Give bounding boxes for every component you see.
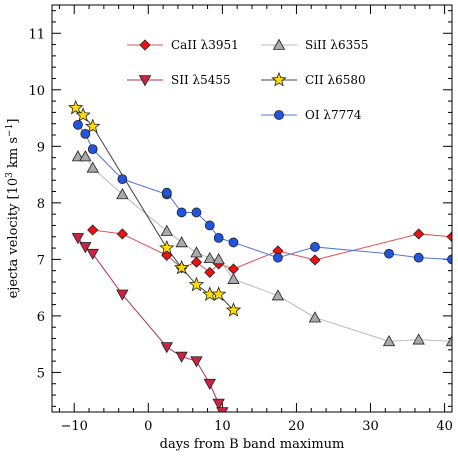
data-point-caii-3951 [446,231,452,243]
data-point-caii-3951 [190,256,203,268]
y-axis-label-exp: 3 [5,172,15,178]
data-point-siii-6355 [382,335,396,347]
data-point-sii-5455 [203,378,216,391]
x-tick-label: 30 [362,419,379,434]
data-point-cii-6580 [188,276,205,292]
tick-labels: −10 0 10 20 30 40 5 6 7 8 9 10 11 [28,27,452,434]
data-point-sii-5455 [160,342,173,354]
data-point-oi-7774 [117,174,128,185]
data-point-siii-6355 [271,289,285,301]
series-line-sii-5455 [77,237,223,412]
legend-label-cii-6580: CII λ6580 [305,73,366,87]
series-line-caii-3951 [92,229,452,274]
data-point-caii-3951 [309,254,321,266]
data-point-sii-5455 [86,248,99,261]
legend-marker-sii-5455 [138,75,152,87]
data-point-oi-7774 [191,207,202,218]
legend-marker-siii-6355 [272,38,286,50]
y-tick-label: 11 [28,27,45,42]
x-tick-label: 20 [288,419,305,434]
data-point-cii-6580 [159,239,175,255]
data-point-oi-7774 [213,232,224,243]
data-point-siii-6355 [175,236,188,248]
data-point-caii-3951 [227,263,240,275]
data-point-cii-6580 [75,107,91,122]
data-point-oi-7774 [176,207,187,218]
data-point-oi-7774 [87,144,98,155]
x-axis-label: days from B band maximum [160,437,345,452]
data-point-oi-7774 [384,248,394,259]
data-point-cii-6580 [225,302,242,317]
series-line-oi-7774 [77,124,452,260]
data-point-sii-5455 [212,398,225,410]
data-point-caii-3951 [204,266,216,278]
y-axis-label-main: ejecta velocity [10 [6,178,21,299]
data-point-sii-5455 [71,233,85,245]
y-axis-label-close: ] [6,119,21,124]
data-point-cii-6580 [173,259,190,275]
data-point-siii-6355 [308,311,322,323]
legend: CaII λ3951 SiII λ6355 SII λ5455 CII λ6580 OI… [127,38,369,122]
data-point-siii-6355 [212,253,225,265]
data-point-caii-3951 [116,228,128,240]
data-point-oi-7774 [447,254,452,265]
data-point-siii-6355 [190,246,203,258]
data-point-siii-6355 [86,161,99,173]
data-point-siii-6355 [412,333,425,345]
data-point-sii-5455 [79,242,92,254]
data-point-cii-6580 [210,286,227,301]
y-tick-label: 7 [37,253,45,268]
legend-label-caii-3951: CaII λ3951 [171,38,239,52]
y-tick-label: 10 [28,84,45,99]
y-tick-label: 6 [37,310,45,325]
y-axis-label: ejecta velocity [103 km s−1] [5,119,21,299]
data-point-oi-7774 [204,220,215,231]
x-tick-label: −10 [61,419,88,434]
legend-marker-cii-6580 [271,71,287,87]
y-tick-label: 9 [37,140,45,155]
plot-frame [51,4,453,413]
data-point-siii-6355 [445,335,452,347]
x-tick-label: 10 [214,419,231,434]
data-point-siii-6355 [79,150,92,162]
data-point-caii-3951 [413,228,425,240]
data-point-sii-5455 [175,351,188,363]
data-point-cii-6580 [85,118,101,134]
data-point-siii-6355 [227,272,240,284]
data-point-oi-7774 [273,252,283,263]
data-point-oi-7774 [73,119,83,130]
data-point-siii-6355 [160,224,173,236]
data-point-oi-7774 [310,242,320,252]
legend-label-siii-6355: SiII λ6355 [305,38,369,52]
data-point-sii-5455 [216,407,229,412]
tick-marks [52,5,452,412]
legend-marker-oi-7774 [274,110,284,120]
data-point-caii-3951 [87,224,99,236]
series-lines [75,107,452,412]
series-line-cii-6580 [75,107,234,311]
data-point-oi-7774 [80,128,91,139]
data-point-cii-6580 [67,99,84,115]
data-point-oi-7774 [161,187,172,198]
legend-marker-caii-3951 [139,39,151,51]
series-markers [67,99,452,412]
legend-label-sii-5455: SII λ5455 [171,73,231,87]
data-point-siii-6355 [116,188,129,200]
data-point-oi-7774 [413,252,424,263]
data-point-oi-7774 [228,237,239,248]
x-tick-label: 40 [436,419,453,434]
x-tick-label: 0 [144,419,152,434]
data-point-siii-6355 [203,251,216,264]
data-point-sii-5455 [190,356,203,368]
y-tick-label: 8 [37,197,45,212]
series-line-siii-6355 [77,155,452,342]
y-tick-label: 5 [37,366,45,381]
y-axis-label-unit-exp: −1 [5,124,15,137]
data-point-siii-6355 [71,150,85,162]
data-point-sii-5455 [116,289,129,301]
legend-label-oi-7774: OI λ7774 [305,108,362,122]
y-axis-label-unit: km s [6,137,21,172]
